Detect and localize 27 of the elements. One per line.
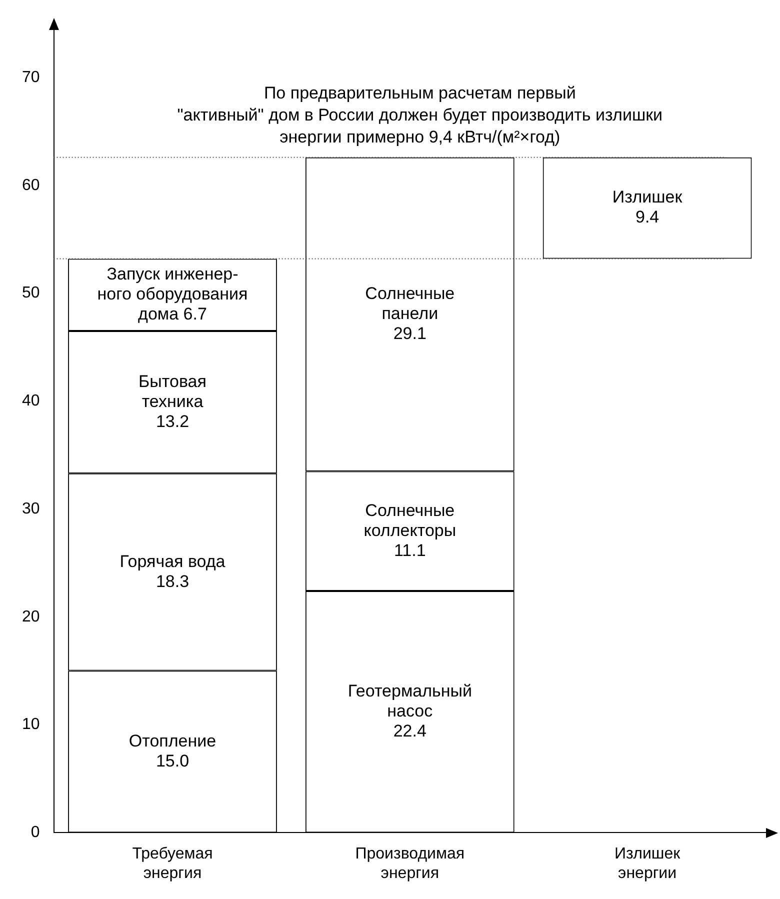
- series-label: Солнечные коллекторы: [364, 500, 456, 540]
- text: Запуск инженер- ного оборудования дома 6.7: [97, 264, 248, 324]
- data-label: 9.4: [635, 208, 660, 227]
- data-label: 18.3: [156, 572, 190, 591]
- y-tick-label: 30: [22, 500, 40, 518]
- x-tick-label: Излишек энергии: [614, 846, 682, 882]
- y-tick-label: 40: [22, 392, 40, 410]
- series-label: Отопление: [128, 731, 216, 750]
- series-label: Геотермальный насос: [348, 681, 472, 720]
- x-tick-label: Требуемая энергия: [132, 846, 213, 882]
- series-label: Солнечные панели: [365, 284, 455, 323]
- series-label: Бытовая техника: [138, 372, 206, 411]
- data-label: 29.1: [393, 324, 426, 343]
- series-label: Излишек: [612, 188, 683, 207]
- data-label: 22.4: [393, 721, 426, 740]
- data-label: 11.1: [394, 540, 426, 560]
- data-label: 13.2: [156, 412, 190, 431]
- y-tick-label: 10: [22, 716, 40, 734]
- y-tick-label: 20: [22, 608, 40, 626]
- y-tick-label: 50: [22, 284, 40, 302]
- data-label: 15.0: [156, 751, 190, 770]
- series-label: Горячая вода: [120, 552, 226, 571]
- x-tick-label: Производимая энергия: [355, 846, 465, 882]
- annotation: По предварительным расчетам первый "активный" дом в России должен будет производить излишки энергии примерно 9,4 кВтч/(м²×год): [177, 83, 663, 146]
- y-tick-label: 60: [22, 176, 40, 194]
- y-tick-label: 0: [30, 824, 40, 842]
- y-tick-label: 70: [22, 68, 40, 86]
